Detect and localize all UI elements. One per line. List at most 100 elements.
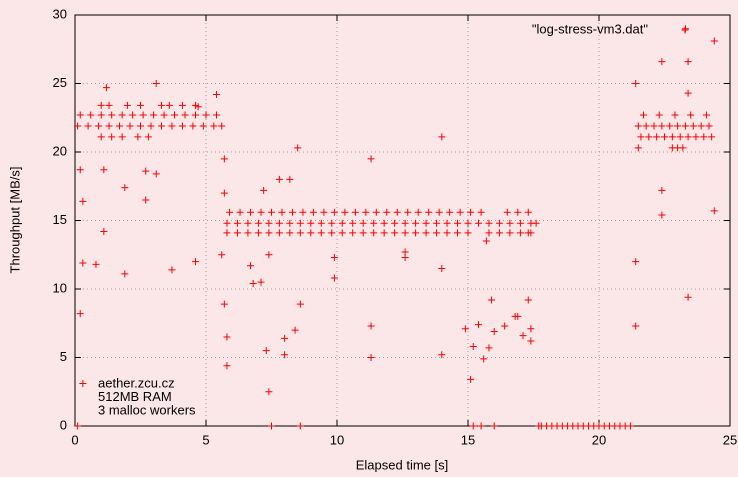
data-point <box>244 219 252 227</box>
data-point <box>658 186 666 194</box>
data-point <box>139 111 147 119</box>
data-point <box>262 347 270 355</box>
data-point <box>495 229 503 237</box>
data-point <box>108 111 116 119</box>
data-point <box>435 208 443 216</box>
data-point <box>74 422 82 430</box>
data-point <box>199 122 207 130</box>
data-point <box>257 208 265 216</box>
data-point <box>689 122 697 130</box>
data-point <box>134 133 142 141</box>
data-point <box>401 229 409 237</box>
data-point <box>349 219 357 227</box>
data-point <box>692 133 700 141</box>
data-point <box>265 251 273 259</box>
data-point <box>370 219 378 227</box>
data-point <box>383 208 391 216</box>
data-point <box>490 327 498 335</box>
data-point <box>260 186 268 194</box>
data-point <box>524 208 532 216</box>
data-point <box>362 208 370 216</box>
data-point <box>265 219 273 227</box>
data-point <box>708 133 716 141</box>
data-point <box>671 111 679 119</box>
data-point <box>121 270 129 278</box>
data-point <box>658 58 666 66</box>
y-tick-label: 0 <box>60 417 67 432</box>
data-point <box>76 166 84 174</box>
data-point <box>265 388 273 396</box>
data-point <box>150 111 158 119</box>
data-point <box>328 229 336 237</box>
data-point <box>454 229 462 237</box>
data-point <box>477 422 485 430</box>
data-point <box>178 101 186 109</box>
data-point <box>105 122 113 130</box>
data-point <box>254 219 262 227</box>
data-point <box>79 197 87 205</box>
data-point <box>474 219 482 227</box>
data-point <box>142 196 150 204</box>
data-point <box>446 208 454 216</box>
data-point <box>178 122 186 130</box>
data-point <box>503 208 511 216</box>
data-point <box>359 219 367 227</box>
data-point <box>223 219 231 227</box>
data-point <box>265 229 273 237</box>
data-point <box>296 229 304 237</box>
data-point <box>320 208 328 216</box>
data-point <box>92 260 100 268</box>
data-point <box>485 344 493 352</box>
data-point <box>296 219 304 227</box>
data-point <box>152 170 160 178</box>
data-point <box>181 111 189 119</box>
data-point <box>218 122 226 130</box>
data-point <box>349 229 357 237</box>
data-point <box>116 122 124 130</box>
data-point <box>84 122 92 130</box>
data-point <box>330 274 338 282</box>
data-point <box>684 58 692 66</box>
data-point <box>443 229 451 237</box>
data-point <box>666 122 674 130</box>
data-point <box>422 229 430 237</box>
data-point <box>194 103 202 111</box>
data-point <box>226 208 234 216</box>
data-point <box>330 208 338 216</box>
data-point <box>412 229 420 237</box>
data-point <box>192 111 200 119</box>
data-point <box>653 133 661 141</box>
data-point <box>281 334 289 342</box>
data-point <box>317 219 325 227</box>
data-point <box>165 101 173 109</box>
data-point <box>482 237 490 245</box>
data-point <box>626 422 634 430</box>
x-tick-label: 0 <box>71 432 78 447</box>
data-point <box>684 89 692 97</box>
annotation: 512MB RAM <box>98 389 172 404</box>
data-point <box>433 229 441 237</box>
data-point <box>309 208 317 216</box>
data-point <box>218 251 226 259</box>
data-point <box>268 422 275 430</box>
data-point <box>490 422 498 430</box>
data-point <box>100 166 108 174</box>
data-point <box>147 122 155 130</box>
data-point <box>97 111 105 119</box>
data-point <box>307 219 315 227</box>
data-point <box>480 355 488 363</box>
data-point <box>97 133 105 141</box>
data-point <box>317 229 325 237</box>
data-point <box>676 133 684 141</box>
data-point <box>506 219 514 227</box>
data-point <box>527 337 535 345</box>
data-point <box>642 122 650 130</box>
data-point <box>461 325 469 333</box>
data-point <box>524 296 532 304</box>
y-axis-label: Throughput [MB/s] <box>7 167 22 274</box>
data-point <box>433 219 441 227</box>
data-point <box>223 333 231 341</box>
data-point <box>700 133 708 141</box>
